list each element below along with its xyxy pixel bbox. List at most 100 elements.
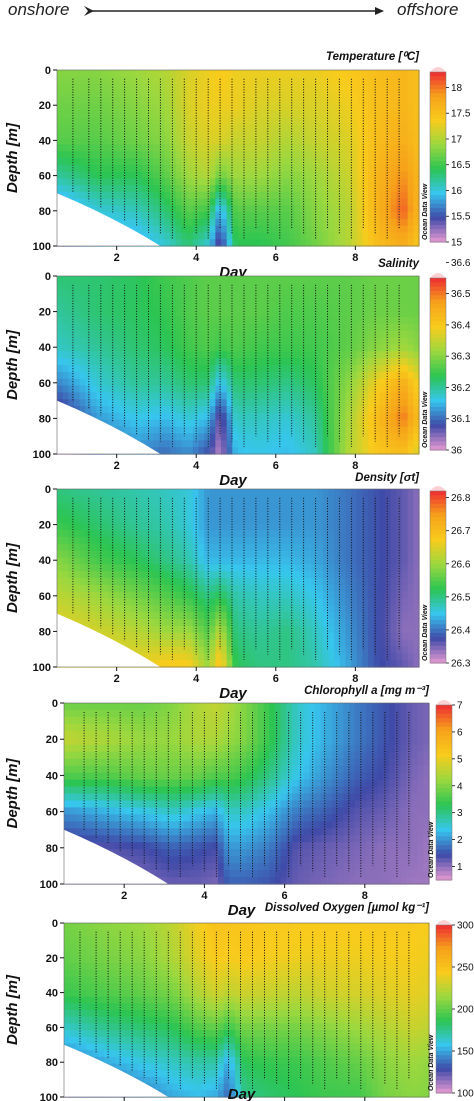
density-heatmap-cell [147, 516, 154, 524]
temperature-heatmap-cell [147, 76, 154, 85]
density-heatmap-cell [124, 536, 132, 545]
density-heatmap-cell [136, 632, 143, 641]
temperature-heatmap-cell [402, 198, 409, 206]
salinity-heatmap-cell [322, 385, 330, 393]
salinity-heatmap-cell [305, 323, 313, 332]
salinity-heatmap-cell [271, 419, 279, 428]
salinity-heatmap-cell [345, 282, 352, 291]
temperature-heatmap-cell [232, 70, 239, 78]
salinity-heatmap-cell [238, 399, 245, 407]
temperature-heatmap-cell [283, 239, 290, 247]
density-heatmap-cell [238, 632, 245, 641]
salinity-heatmap-cell [187, 358, 194, 366]
salinity-heatmap-cell [311, 310, 318, 318]
density-heatmap-cell [192, 591, 200, 600]
density-heatmap-cell [187, 598, 194, 606]
temperature-heatmap-cell [373, 191, 381, 200]
temperature-heatmap-cell [73, 70, 81, 78]
density-heatmap-cell [147, 523, 154, 531]
salinity-heatmap-cell [209, 358, 216, 366]
temperature-heatmap-cell [243, 218, 250, 227]
temperature-heatmap-cell [147, 103, 154, 112]
density-heatmap-cell [328, 502, 335, 511]
density-heatmap-cell [175, 557, 183, 565]
density-heatmap-cell [119, 557, 126, 565]
density-heatmap-cell [130, 578, 137, 586]
salinity-heatmap-cell [368, 323, 375, 332]
density-heatmap-cell [351, 516, 358, 524]
salinity-heatmap-cell [249, 365, 256, 373]
density-heatmap-cell [215, 564, 222, 572]
salinity-heatmap-cell [385, 385, 392, 393]
salinity-heatmap-cell [57, 378, 64, 387]
salinity-heatmap-cell [345, 447, 352, 455]
salinity-heatmap-cell [322, 296, 330, 304]
temperature-heatmap-cell [362, 198, 369, 206]
density-heatmap-cell [204, 543, 211, 552]
salinity-heatmap-cell [317, 378, 324, 387]
salinity-heatmap-cell [85, 371, 92, 380]
salinity-heatmap-cell [153, 337, 160, 346]
density-heatmap-cell [311, 502, 318, 511]
salinity-heatmap-cell [232, 392, 239, 400]
temperature-heatmap-cell [124, 103, 132, 112]
temperature-heatmap-cell [141, 130, 149, 139]
temperature-heatmap-cell [107, 158, 115, 166]
salinity-heatmap-cell [345, 303, 352, 311]
density-heatmap-cell [254, 639, 262, 648]
temperature-heatmap-cell [373, 110, 381, 118]
density-heatmap-cell [209, 516, 216, 524]
salinity-heatmap-cell [283, 289, 290, 298]
salinity-heatmap-cell [79, 344, 86, 352]
density-heatmap-cell [175, 571, 183, 579]
density-heatmap-cell [243, 495, 250, 504]
density-heatmap-cell [85, 605, 92, 613]
density-heatmap-cell [362, 653, 369, 661]
temperature-heatmap-cell [113, 117, 120, 125]
salinity-heatmap-cell [271, 276, 279, 284]
temperature-heatmap-cell [215, 151, 222, 159]
density-heatmap-cell [79, 523, 86, 531]
density-heatmap-cell [362, 489, 369, 497]
density-heatmap-cell [102, 543, 109, 552]
salinity-heatmap-cell [254, 358, 262, 366]
salinity-heatmap-cell [85, 282, 92, 291]
salinity-heatmap-cell [181, 412, 188, 421]
salinity-heatmap-cell [283, 358, 290, 366]
salinity-heatmap-cell [175, 296, 183, 304]
salinity-heatmap-cell [90, 303, 98, 311]
temperature-heatmap-cell [305, 239, 313, 247]
salinity-heatmap-cell [221, 433, 228, 441]
salinity-heatmap-cell [385, 351, 392, 359]
salinity-heatmap-cell [158, 447, 166, 455]
temperature-heatmap-cell [136, 151, 143, 159]
salinity-heatmap-cell [345, 378, 352, 387]
salinity-heatmap-cell [356, 344, 364, 352]
temperature-heatmap-cell [107, 212, 115, 220]
salinity-heatmap-cell [170, 351, 177, 359]
salinity-heatmap-cell [62, 323, 69, 332]
salinity-heatmap-cell [334, 323, 341, 332]
temperature-heatmap-cell [57, 151, 64, 159]
density-heatmap-cell [158, 632, 166, 641]
density-heatmap-cell [153, 557, 160, 565]
salinity-heatmap-cell [102, 399, 109, 407]
temperature-heatmap-cell [136, 225, 143, 234]
temperature-heatmap-cell [362, 83, 369, 91]
density-heatmap-cell [339, 591, 347, 600]
salinity-heatmap-cell [288, 276, 296, 284]
salinity-heatmap-cell [271, 317, 279, 325]
salinity-heatmap-cell [170, 276, 177, 284]
temperature-heatmap-cell [153, 212, 160, 220]
temperature-colorbar-segment [430, 178, 446, 184]
density-heatmap-cell [198, 516, 205, 524]
salinity-heatmap-cell [73, 399, 81, 407]
salinity-heatmap-cell [368, 317, 375, 325]
temperature-heatmap-cell [204, 232, 211, 240]
density-heatmap-cell [232, 516, 239, 524]
density-heatmap-cell [283, 550, 290, 559]
salinity-heatmap-cell [339, 392, 347, 400]
temperature-heatmap-cell [192, 212, 200, 220]
temperature-heatmap-cell [373, 151, 381, 159]
temperature-heatmap-cell [204, 144, 211, 152]
